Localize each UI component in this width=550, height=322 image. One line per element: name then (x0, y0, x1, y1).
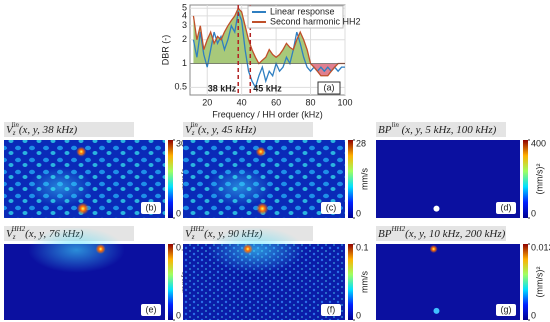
y-tick-label: 0.5 (174, 82, 187, 92)
heatmap-glow (28, 167, 93, 207)
x-tick-label: 60 (271, 97, 281, 107)
title-sup: HH2 (189, 225, 204, 233)
colorbar-tick-label: 0 (176, 310, 181, 320)
hotspot (256, 202, 269, 215)
colorbar-tick-label: 0 (531, 208, 536, 218)
y-tick-label: 2 (182, 34, 187, 44)
colorbar (168, 140, 173, 218)
colorbar-unit: (mm/s)² (534, 267, 544, 298)
colorbar-tick-label: 400 (531, 138, 546, 148)
title-box (376, 226, 506, 241)
colorbar (168, 244, 173, 320)
colorbar (523, 140, 528, 218)
panel-label: (g) (501, 304, 512, 314)
colorbar-tick-label: 30 (176, 138, 186, 148)
y-tick-label: 5 (182, 3, 187, 13)
heatmap-glow (207, 227, 305, 273)
panel-label: (e) (146, 304, 157, 314)
title-sup: lin (391, 121, 399, 129)
legend-label: Second harmonic HH2 (270, 16, 361, 26)
hotspot (76, 146, 87, 157)
title-sub: z (191, 129, 195, 137)
panel-label-box (321, 304, 341, 316)
colorbar-tick-label: 0 (176, 208, 181, 218)
title-box (4, 122, 134, 137)
title-symbol: V (185, 124, 193, 136)
colorbar-unit: (mm/s)² (534, 164, 544, 195)
title-symbol: BP (378, 124, 392, 136)
y-tick-label: 1 (182, 58, 187, 68)
colorbar-unit: mm/s (359, 271, 369, 293)
series-line (192, 9, 345, 90)
hotspot (433, 307, 440, 314)
x-tick-label: 100 (337, 97, 352, 107)
colorbar-tick-label: 0 (356, 208, 361, 218)
x-axis-label: Frequency / HH order (kHz) (212, 109, 323, 119)
title-symbol: V (185, 228, 193, 240)
panel-title: BPlin (x, y, 5 kHz, 100 kHz) (378, 121, 497, 136)
title-sub: z (12, 233, 16, 241)
title-sup: HH2 (390, 225, 405, 233)
y-tick-label: 4 (182, 10, 187, 20)
colorbar (523, 244, 528, 320)
x-tick-label: 40 (237, 97, 247, 107)
colorbar-unit: mm/s (359, 168, 369, 190)
title-args: (x, y, 5 kHz, 100 kHz) (399, 124, 497, 136)
title-symbol: V (6, 228, 14, 240)
x-tick-label: 80 (306, 97, 316, 107)
title-args: (x, y, 38 kHz) (19, 124, 78, 136)
hotspot (433, 205, 440, 212)
panel-label-box (321, 202, 341, 214)
colorbar-tick-label: 0.7 (176, 242, 189, 252)
title-args: (x, y, 45 kHz) (198, 124, 257, 136)
title-sup: lin (11, 121, 19, 129)
colorbar-tick-label: 0.1 (356, 242, 369, 252)
title-sub: z (12, 129, 16, 137)
panel-label: (c) (326, 202, 337, 212)
panel-title: Vzlin(x, y, 38 kHz) (6, 121, 78, 137)
colorbar-tick-label: 0 (531, 310, 536, 320)
heatmap-glow (28, 227, 125, 273)
panel-label-box (141, 202, 161, 214)
annotation-label: 38 kHz (208, 83, 237, 93)
series-line (192, 7, 345, 77)
colorbar-tick-label: 28 (356, 138, 366, 148)
panel-label-box (141, 304, 161, 316)
title-symbol: BP (378, 228, 392, 240)
hotspot (95, 244, 106, 254)
title-box (183, 122, 313, 137)
title-sub: z (191, 233, 195, 241)
panel-title: BPHH2(x, y, 10 kHz, 200 kHz) (378, 225, 506, 240)
x-tick-label: 20 (202, 97, 212, 107)
annotation-label: 45 kHz (253, 83, 282, 93)
hotspot (255, 146, 266, 157)
panel-title: Vzlin(x, y, 45 kHz) (185, 121, 257, 137)
title-box (376, 122, 506, 137)
colorbar-tick-label: 0 (356, 310, 361, 320)
title-symbol: V (6, 124, 14, 136)
hotspot (429, 245, 438, 253)
y-axis-label: DBR (-) (160, 35, 170, 66)
title-sup: HH2 (10, 225, 25, 233)
area-below (310, 63, 339, 76)
panel-label: (d) (501, 202, 512, 212)
panel-label-box (317, 81, 341, 95)
panel-label-box (496, 202, 516, 214)
y-tick-label: 3 (182, 20, 187, 30)
panel-label: (f) (327, 304, 336, 314)
legend-box (247, 5, 344, 29)
title-sup: lin (190, 121, 198, 129)
panel-label: (a) (324, 82, 335, 92)
colorbar (348, 140, 353, 218)
colorbar (348, 244, 353, 320)
panel-label-box (496, 304, 516, 316)
legend-label: Linear response (270, 6, 335, 16)
hotspot (76, 202, 89, 215)
hotspot (242, 244, 253, 254)
colorbar-tick-label: 0.013 (531, 242, 550, 252)
title-args: (x, y, 10 kHz, 200 kHz) (405, 228, 506, 240)
panel-label: (b) (146, 202, 157, 212)
heatmap-glow (207, 167, 273, 207)
